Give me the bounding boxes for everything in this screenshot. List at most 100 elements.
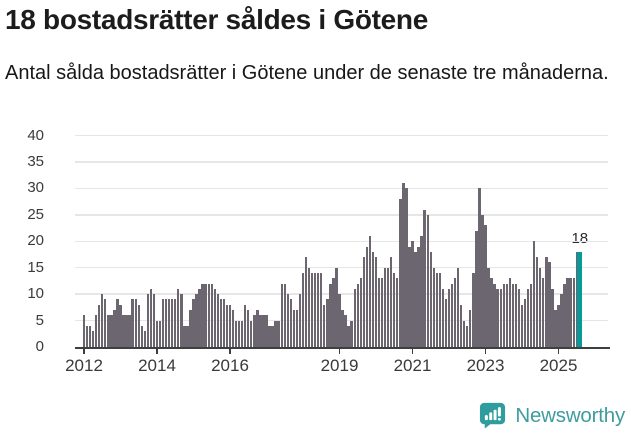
y-axis-tick-label: 5	[35, 311, 44, 329]
y-axis-tick-label: 35	[27, 152, 44, 170]
y-axis-tick-label: 15	[27, 258, 44, 276]
bar	[295, 310, 299, 347]
bar	[164, 299, 168, 347]
bar	[201, 283, 204, 347]
bar	[560, 294, 563, 347]
bar	[532, 241, 536, 347]
bar	[323, 304, 326, 347]
bar	[508, 278, 512, 347]
bar	[326, 299, 329, 347]
x-axis-line	[75, 346, 610, 349]
bar	[435, 272, 439, 347]
bar	[119, 304, 122, 347]
bar	[402, 183, 405, 347]
bar	[265, 315, 268, 347]
bar	[283, 283, 286, 347]
bar	[450, 283, 454, 347]
bar	[380, 278, 384, 347]
y-axis-tick-label: 10	[27, 285, 44, 303]
gridline	[75, 214, 608, 216]
bar	[520, 304, 524, 347]
bar	[155, 320, 159, 347]
x-axis-tick-label: 2014	[138, 356, 176, 375]
y-axis-tick-label: 40	[27, 126, 44, 144]
x-axis-tick-label: 2012	[65, 356, 103, 375]
bar	[447, 288, 451, 347]
bar	[231, 310, 235, 347]
bar	[514, 283, 518, 347]
bar	[529, 283, 533, 347]
bar	[441, 288, 445, 347]
bar	[186, 325, 189, 347]
bar	[277, 320, 280, 347]
bar	[463, 320, 466, 347]
bar	[207, 283, 210, 347]
bar	[259, 315, 262, 347]
bar	[444, 299, 448, 347]
bar	[377, 278, 381, 347]
bar	[414, 251, 417, 347]
bar	[572, 278, 575, 347]
bar	[511, 283, 515, 347]
bar	[554, 310, 557, 347]
y-axis-tick-label: 30	[27, 179, 44, 197]
bar	[417, 246, 420, 347]
bar	[140, 325, 143, 347]
gridline	[75, 161, 608, 163]
bar	[526, 288, 530, 347]
highlighted-bar	[577, 251, 583, 347]
bar	[158, 320, 162, 347]
bar	[490, 278, 493, 347]
bar	[167, 299, 171, 347]
bar	[88, 325, 92, 347]
bar	[505, 283, 508, 347]
bar	[225, 304, 229, 347]
chart-title: 18 bostadsrätter såldes i Götene	[5, 4, 429, 35]
bar	[171, 299, 174, 347]
bar	[237, 320, 241, 347]
gridline	[75, 266, 608, 269]
bar	[91, 331, 95, 347]
x-axis-tick	[229, 348, 231, 354]
bar	[536, 257, 539, 347]
gridline	[75, 187, 608, 190]
bar	[98, 304, 101, 347]
bar	[134, 299, 137, 347]
bar	[371, 251, 375, 347]
bar	[180, 294, 183, 347]
bar	[423, 209, 426, 347]
bar	[338, 294, 341, 347]
bar	[228, 304, 232, 347]
bar	[222, 299, 226, 347]
bar	[374, 257, 378, 347]
bar	[286, 294, 289, 347]
bar	[432, 267, 435, 347]
bar	[493, 283, 496, 347]
bar	[152, 294, 156, 347]
bar	[85, 325, 89, 347]
bar	[122, 315, 125, 347]
bar	[408, 246, 411, 347]
gridline	[75, 240, 608, 242]
y-axis-tick-label: 0	[35, 338, 44, 355]
bar	[341, 310, 344, 347]
bar	[335, 267, 338, 347]
bar	[82, 315, 86, 347]
bar	[420, 235, 423, 347]
bar	[250, 320, 253, 347]
bar	[320, 272, 323, 347]
bar	[204, 283, 207, 347]
bar	[466, 325, 469, 347]
bar	[219, 299, 223, 347]
bar	[551, 288, 554, 347]
bar	[484, 225, 487, 347]
bar	[198, 288, 201, 347]
bar	[353, 288, 356, 347]
bar	[478, 188, 481, 347]
bar	[247, 310, 250, 347]
bar	[304, 257, 308, 347]
bar	[240, 320, 244, 347]
bar	[438, 272, 442, 347]
bar	[192, 299, 195, 347]
